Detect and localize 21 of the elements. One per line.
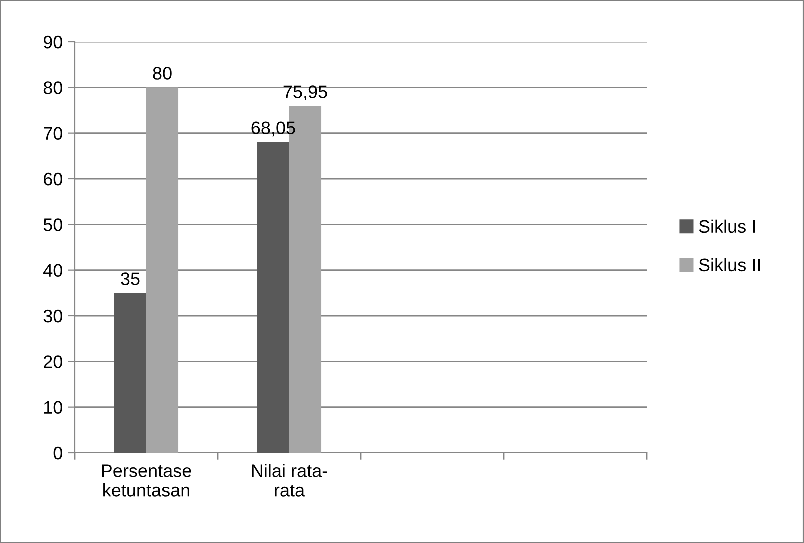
y-tick-label: 30	[44, 310, 62, 323]
y-tick-label: 20	[44, 356, 62, 368]
x-tick-label: Nilai rata- rata	[252, 464, 328, 497]
data-label: 80	[153, 67, 172, 80]
legend-label: Siklus I	[699, 220, 755, 234]
data-label: 35	[121, 272, 140, 286]
data-label: 75,95	[284, 86, 328, 101]
bar	[257, 142, 290, 453]
y-tick-label: 80	[44, 82, 62, 94]
bar	[114, 293, 146, 453]
bar	[146, 88, 179, 453]
legend-label: Siklus II	[699, 258, 760, 272]
y-tick-label: 90	[44, 36, 62, 49]
y-tick-label: 70	[44, 127, 62, 140]
y-tick-label: 60	[44, 172, 62, 186]
data-label: 68,05	[252, 122, 296, 137]
x-tick-label: Persentase ketuntasan	[102, 464, 192, 497]
y-tick-label: 0	[54, 446, 62, 460]
y-tick-label: 10	[44, 401, 62, 414]
y-tick-label: 40	[44, 264, 62, 278]
y-tick-label: 50	[44, 218, 62, 232]
